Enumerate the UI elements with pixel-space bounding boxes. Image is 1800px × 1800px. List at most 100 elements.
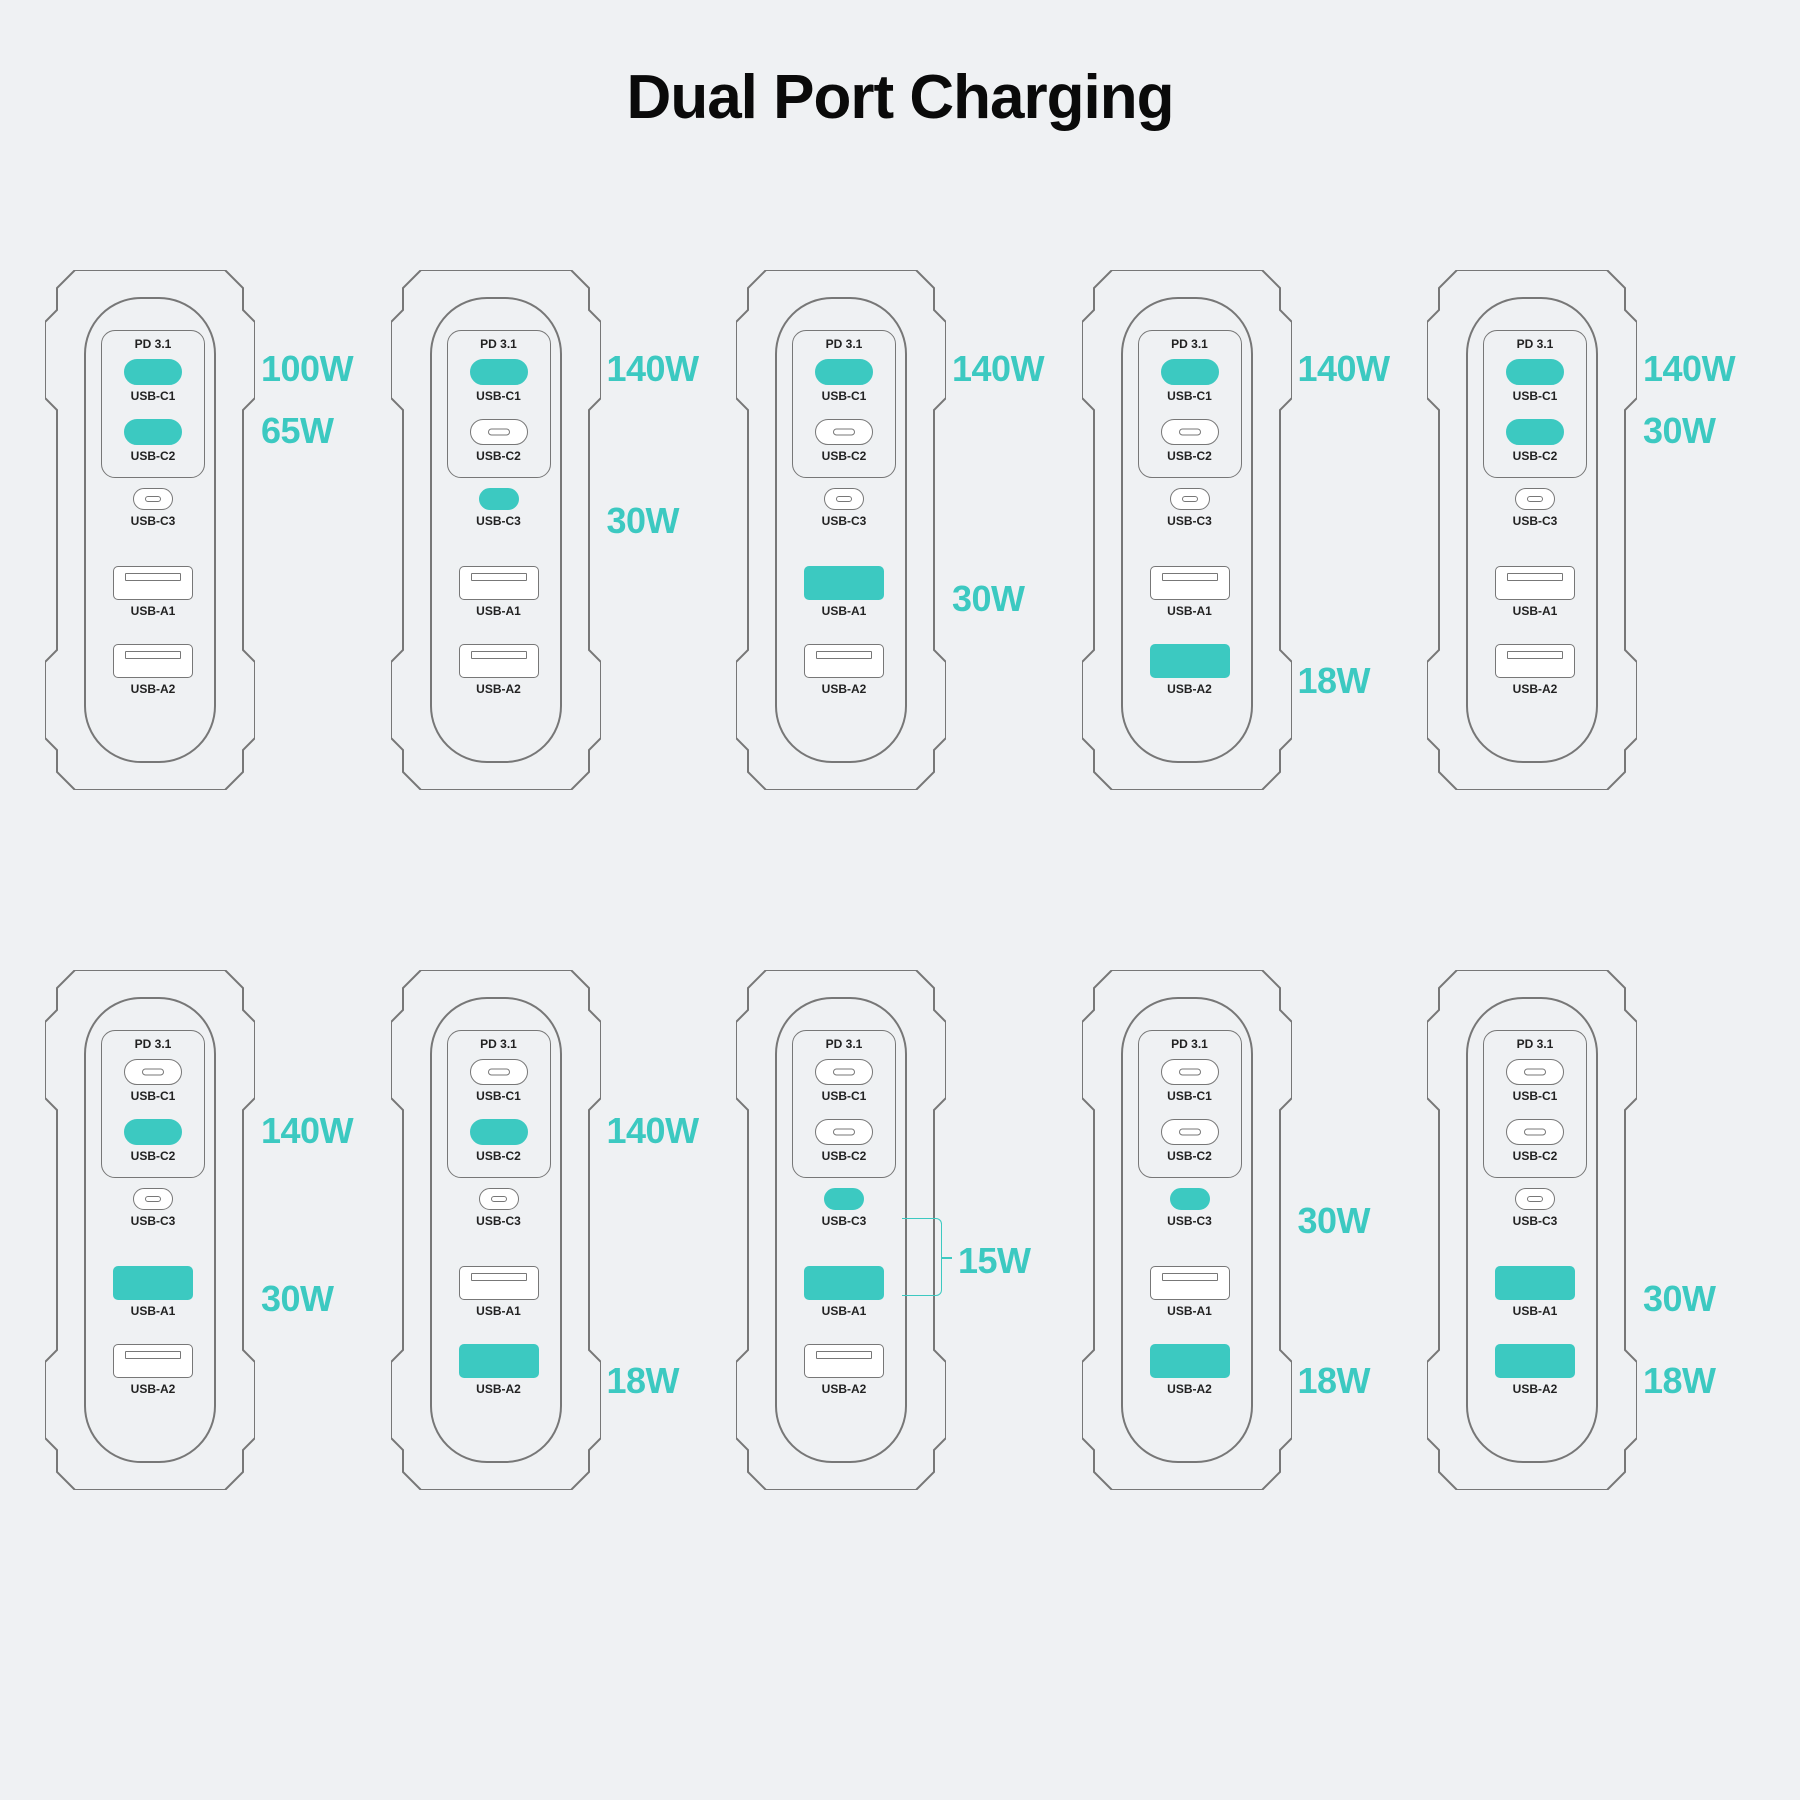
port-label: USB-C1 (102, 389, 204, 403)
port-label: USB-A2 (447, 1382, 551, 1396)
usb-c-port-icon (1515, 1188, 1555, 1210)
pd-label: PD 3.1 (448, 337, 550, 351)
watt-label: 140W (607, 1110, 699, 1152)
port-label: USB-C1 (448, 389, 550, 403)
port-label: USB-C3 (1483, 514, 1587, 528)
port-label: USB-C3 (1138, 514, 1242, 528)
usb-c-port-icon (815, 1119, 873, 1145)
charger-diagram: PD 3.1USB-C1USB-C2USB-C3USB-A1USB-A2100W… (45, 270, 373, 810)
usb-c-port-icon (1506, 1119, 1564, 1145)
port-label: USB-C3 (447, 514, 551, 528)
usb-a-port-icon (1150, 644, 1230, 678)
pd-label: PD 3.1 (1139, 337, 1241, 351)
port-slot-c1: USB-C1 (102, 351, 204, 411)
port-slot-c2: USB-C2 (448, 411, 550, 471)
port-label: USB-C3 (1138, 1214, 1242, 1228)
usb-c-port-icon (479, 1188, 519, 1210)
port-label: USB-C2 (102, 1149, 204, 1163)
watt-label: 140W (607, 348, 699, 390)
port-slot-c1: USB-C1 (1139, 1051, 1241, 1111)
port-label: USB-C2 (1139, 449, 1241, 463)
port-slot-c1: USB-C1 (1139, 351, 1241, 411)
usb-c-port-icon (470, 1119, 528, 1145)
port-slot-c2: USB-C2 (102, 1111, 204, 1171)
usb-c-port-icon (815, 359, 873, 385)
charger-diagram: PD 3.1USB-C1USB-C2USB-C3USB-A1USB-A2140W… (1082, 270, 1410, 810)
usb-a-port-icon (1495, 644, 1575, 678)
port-label: USB-C3 (1483, 1214, 1587, 1228)
port-slot-c1: USB-C1 (448, 1051, 550, 1111)
usb-c-port-icon (470, 419, 528, 445)
watt-label: 140W (952, 348, 1044, 390)
port-slot-c1: USB-C1 (1484, 351, 1586, 411)
usb-c-port-icon (124, 359, 182, 385)
usb-c-port-icon (124, 419, 182, 445)
watt-label: 18W (1643, 1360, 1716, 1402)
port-slot-a1: USB-A1 (1138, 1256, 1242, 1334)
charger-diagram: PD 3.1 USB-C1 USB-C2 USB-C3 USB-A1 USB-A2 140W… (391, 270, 719, 810)
usb-c-port-icon (815, 1059, 873, 1085)
charger-diagram: PD 3.1USB-C1USB-C2USB-C3USB-A1USB-A2140W… (736, 270, 1064, 810)
watt-label: 18W (1298, 1360, 1371, 1402)
usb-c-port-icon (824, 1188, 864, 1210)
usb-a-port-icon (113, 1344, 193, 1378)
usb-a-port-icon (1495, 1266, 1575, 1300)
usb-c-port-icon (470, 359, 528, 385)
usb-a-port-icon (459, 644, 539, 678)
port-slot-c3: USB-C3 (101, 478, 205, 556)
port-slot-a1: USB-A1 (792, 556, 896, 634)
port-slot-a2: USB-A2 (1483, 1334, 1587, 1412)
port-label: USB-C2 (448, 1149, 550, 1163)
pd-label: PD 3.1 (793, 337, 895, 351)
port-label: USB-C2 (793, 449, 895, 463)
port-slot-a2: USB-A2 (1138, 1334, 1242, 1412)
port-label: USB-C1 (793, 389, 895, 403)
usb-a-port-icon (804, 1344, 884, 1378)
usb-c-port-icon (824, 488, 864, 510)
usb-c-port-icon (1506, 1059, 1564, 1085)
port-label: USB-C3 (792, 1214, 896, 1228)
port-slot-c3: USB-C3 (1138, 478, 1242, 556)
port-slot-c2: USB-C2 (1139, 1111, 1241, 1171)
usb-c-port-icon (1506, 419, 1564, 445)
usb-c-port-icon (1161, 359, 1219, 385)
usb-c-port-icon (1170, 1188, 1210, 1210)
port-label: USB-C2 (1139, 1149, 1241, 1163)
usb-c-port-icon (1161, 419, 1219, 445)
port-slot-c2: USB-C2 (793, 1111, 895, 1171)
usb-c-port-icon (815, 419, 873, 445)
port-slot-c3: USB-C3 (101, 1178, 205, 1256)
usb-c-port-icon (124, 1059, 182, 1085)
port-slot-a2: USB-A2 (792, 1334, 896, 1412)
port-label: USB-C1 (1484, 389, 1586, 403)
port-slot-a2: USB-A2 (101, 634, 205, 712)
port-slot-c1: USB-C1 (102, 1051, 204, 1111)
port-label: USB-A2 (447, 682, 551, 696)
usb-a-port-icon (804, 644, 884, 678)
watt-label: 30W (607, 500, 680, 542)
watt-label: 140W (1298, 348, 1390, 390)
port-slot-a2: USB-A2 (1138, 634, 1242, 712)
charger-diagram: PD 3.1USB-C1USB-C2USB-C3USB-A1USB-A2140W… (45, 970, 373, 1510)
port-slot-a1: USB-A1 (101, 556, 205, 634)
usb-c-port-icon (1515, 488, 1555, 510)
watt-label: 140W (1643, 348, 1735, 390)
usb-a-port-icon (804, 1266, 884, 1300)
port-label: USB-C3 (792, 514, 896, 528)
charger-row-2: PD 3.1USB-C1USB-C2USB-C3USB-A1USB-A2140W… (45, 970, 1755, 1510)
port-slot-a1: USB-A1 (447, 1256, 551, 1334)
pd-label: PD 3.1 (102, 337, 204, 351)
port-label: USB-A1 (1138, 1304, 1242, 1318)
port-label: USB-C3 (101, 1214, 205, 1228)
port-slot-a2: USB-A2 (447, 634, 551, 712)
port-slot-c2: USB-C2 (448, 1111, 550, 1171)
port-slot-a2: USB-A2 (1483, 634, 1587, 712)
port-slot-c1: USB-C1 (1484, 1051, 1586, 1111)
port-slot-a1: USB-A1 (447, 556, 551, 634)
pd-label: PD 3.1 (448, 1037, 550, 1051)
watt-label: 30W (1643, 410, 1716, 452)
charger-diagram: PD 3.1USB-C1USB-C2USB-C3USB-A1USB-A2140W… (1427, 270, 1755, 810)
port-label: USB-A2 (792, 1382, 896, 1396)
usb-a-port-icon (1150, 1266, 1230, 1300)
port-slot-a2: USB-A2 (447, 1334, 551, 1412)
